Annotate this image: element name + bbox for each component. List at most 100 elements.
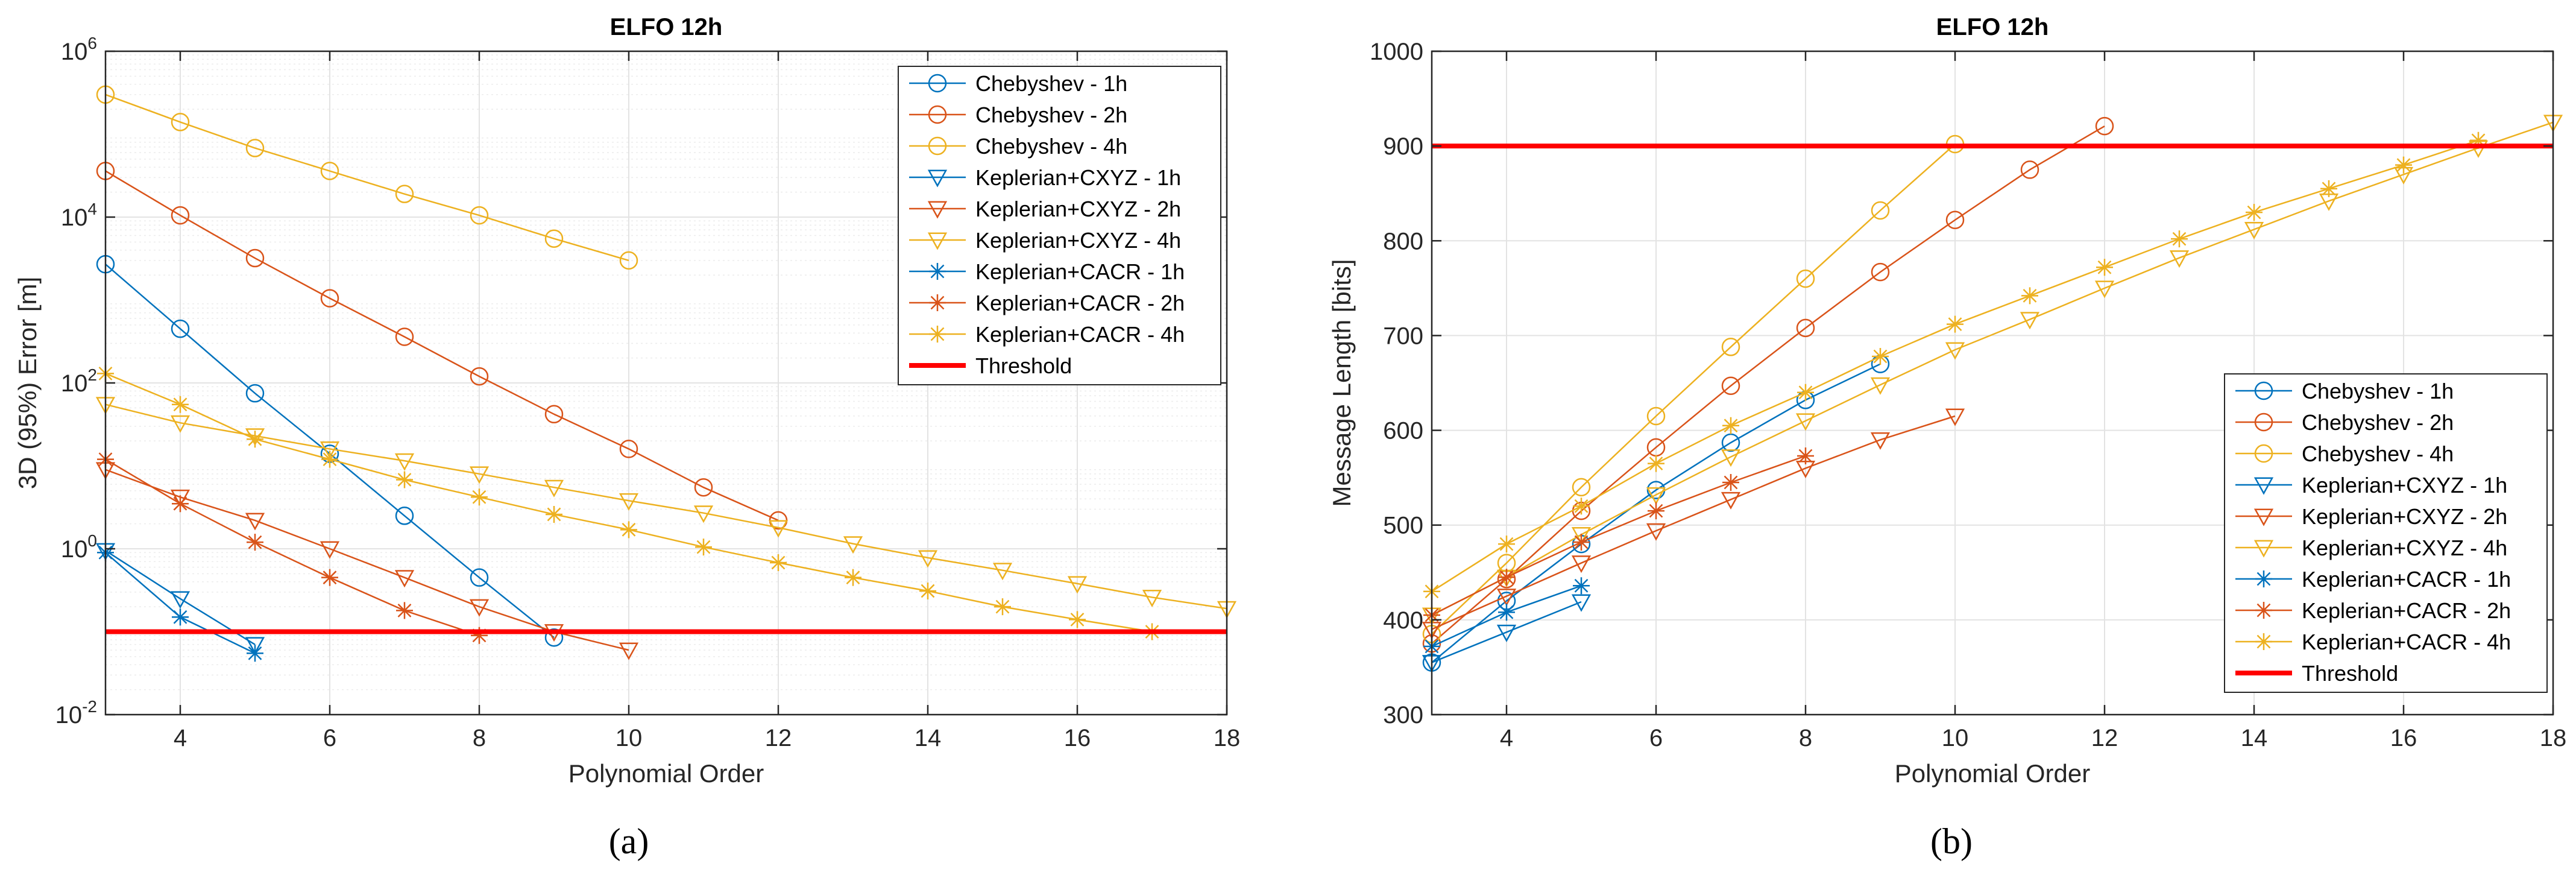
- data-point-keplerian-cxyz-1h: [245, 637, 265, 655]
- data-point-chebyshev-4h: [1871, 201, 1890, 220]
- data-point-keplerian-cacr-2h: [1573, 534, 1590, 551]
- data-point-keplerian-cxyz-4h: [170, 415, 191, 433]
- data-point-keplerian-cacr-4h: [695, 539, 712, 556]
- x-tick-label: 14: [915, 725, 942, 751]
- legend-entry-threshold: Threshold: [2235, 661, 2398, 686]
- data-point-keplerian-cxyz-1h: [1496, 624, 1517, 642]
- legend-label: Keplerian+CACR - 1h: [2302, 567, 2511, 592]
- legend-label: Chebyshev - 2h: [975, 103, 1127, 127]
- data-point-chebyshev-2h: [245, 248, 265, 268]
- legend-marker: [929, 326, 946, 343]
- x-tick-label: 8: [473, 725, 486, 751]
- legend-entry-keplerian-cxyz-1h: Keplerian+CXYZ - 1h: [909, 165, 1181, 190]
- data-point-keplerian-cacr-4h: [2470, 131, 2487, 149]
- data-point-keplerian-cxyz-2h: [619, 642, 639, 660]
- series-keplerian-cacr-2h: [1423, 447, 1814, 624]
- data-point-keplerian-cacr-4h: [2171, 230, 2188, 248]
- data-point-chebyshev-4h: [320, 162, 339, 180]
- y-tick-label: 500: [1383, 513, 1423, 539]
- legend-label: Keplerian+CXYZ - 1h: [2302, 473, 2507, 498]
- data-point-keplerian-cacr-4h: [396, 471, 413, 488]
- x-tick-label: 4: [1500, 725, 1513, 751]
- x-tick-label: 12: [2091, 725, 2118, 751]
- legend-entry-keplerian-cacr-4h: Keplerian+CACR - 4h: [909, 322, 1185, 347]
- legend-label: Keplerian+CACR - 2h: [2302, 598, 2511, 623]
- data-point-keplerian-cxyz-4h: [320, 441, 340, 460]
- legend-label: Chebyshev - 4h: [2302, 441, 2454, 466]
- data-point-chebyshev-1h: [470, 568, 489, 587]
- data-point-keplerian-cacr-4h: [2320, 180, 2337, 197]
- x-tick-label: 10: [1942, 725, 1969, 751]
- data-point-keplerian-cxyz-4h: [1870, 377, 1891, 395]
- y-tick-label: 300: [1383, 702, 1423, 728]
- data-point-keplerian-cacr-4h: [2021, 287, 2038, 305]
- data-point-keplerian-cacr-4h: [2395, 156, 2412, 174]
- data-point-keplerian-cxyz-4h: [1067, 576, 1088, 594]
- data-point-keplerian-cxyz-4h: [1945, 342, 1965, 360]
- x-tick-label: 14: [2241, 725, 2268, 751]
- legend-label: Threshold: [975, 353, 1072, 378]
- panel-b-x-axis-label: Polynomial Order: [1895, 759, 2090, 788]
- legend-label: Keplerian+CXYZ - 1h: [975, 165, 1181, 190]
- x-tick-label: 6: [1649, 725, 1663, 751]
- data-point-keplerian-cacr-2h: [247, 534, 263, 551]
- y-tick-label: 102: [61, 365, 97, 397]
- legend-entry-keplerian-cacr-2h: Keplerian+CACR - 2h: [909, 291, 1185, 315]
- data-point-chebyshev-2h: [1796, 318, 1815, 338]
- legend-label: Keplerian+CACR - 2h: [975, 291, 1185, 315]
- legend-label: Chebyshev - 4h: [975, 134, 1127, 159]
- data-point-chebyshev-2h: [1871, 262, 1890, 282]
- legend-entry-chebyshev-1h: Chebyshev - 1h: [909, 71, 1127, 96]
- data-point-chebyshev-2h: [2020, 160, 2039, 179]
- data-point-chebyshev-4h: [395, 185, 414, 203]
- series-line-keplerian-cacr-2h: [105, 458, 480, 636]
- data-point-keplerian-cxyz-1h: [1571, 594, 1592, 612]
- series-line-keplerian-cxyz-1h: [1431, 601, 1582, 663]
- data-point-chebyshev-2h: [544, 405, 564, 424]
- legend-entry-chebyshev-4h: Chebyshev - 4h: [909, 134, 1127, 159]
- data-point-keplerian-cacr-4h: [172, 396, 189, 413]
- data-point-keplerian-cxyz-4h: [992, 563, 1013, 581]
- series-line-keplerian-cxyz-4h: [1431, 121, 2554, 616]
- legend-marker: [929, 263, 946, 280]
- data-point-keplerian-cxyz-4h: [918, 550, 938, 568]
- data-point-keplerian-cacr-4h: [770, 554, 787, 572]
- data-point-keplerian-cacr-4h: [546, 505, 562, 523]
- legend-entry-keplerian-cacr-1h: Keplerian+CACR - 1h: [2235, 567, 2511, 592]
- legend-entry-keplerian-cacr-4h: Keplerian+CACR - 4h: [2235, 630, 2511, 654]
- y-tick-label: 600: [1383, 418, 1423, 444]
- data-point-keplerian-cxyz-2h: [469, 599, 490, 617]
- legend-marker: [2255, 633, 2272, 650]
- series-line-chebyshev-4h: [1431, 144, 1956, 635]
- legend-label: Keplerian+CXYZ - 4h: [975, 228, 1181, 253]
- x-tick-label: 4: [174, 725, 187, 751]
- legend-marker: [2253, 508, 2274, 526]
- data-point-keplerian-cxyz-4h: [1795, 413, 1816, 431]
- data-point-keplerian-cacr-4h: [1573, 498, 1590, 515]
- legend-entry-keplerian-cxyz-2h: Keplerian+CXYZ - 2h: [909, 197, 1181, 221]
- data-point-chebyshev-2h: [2095, 116, 2114, 136]
- series-line-keplerian-cxyz-2h: [105, 469, 629, 651]
- data-point-chebyshev-2h: [694, 478, 713, 497]
- series-keplerian-cxyz-2h: [95, 462, 639, 660]
- data-point-keplerian-cacr-1h: [1573, 577, 1590, 595]
- data-point-chebyshev-1h: [1721, 433, 1740, 452]
- legend-entry-keplerian-cacr-1h: Keplerian+CACR - 1h: [909, 259, 1185, 284]
- y-tick-label: 700: [1383, 323, 1423, 349]
- panel-a-legend-box: [898, 66, 1221, 385]
- data-point-keplerian-cacr-2h: [471, 627, 488, 644]
- data-point-keplerian-cacr-4h: [620, 521, 637, 539]
- data-point-keplerian-cxyz-4h: [469, 466, 490, 484]
- data-point-chebyshev-2h: [1721, 376, 1740, 395]
- panel-b-axes-box: [1431, 50, 2554, 716]
- legend-marker: [928, 105, 947, 124]
- y-tick-label: 1000: [1370, 39, 1423, 65]
- y-tick-label: 100: [61, 531, 97, 563]
- data-point-chebyshev-2h: [619, 440, 638, 458]
- x-tick-label: 18: [1214, 725, 1241, 751]
- legend-label: Chebyshev - 1h: [2302, 379, 2454, 403]
- data-point-keplerian-cxyz-4h: [1721, 449, 1741, 467]
- data-point-keplerian-cacr-2h: [1648, 502, 1664, 520]
- y-tick-label: 10-2: [55, 697, 97, 728]
- data-point-keplerian-cacr-2h: [1797, 447, 1814, 464]
